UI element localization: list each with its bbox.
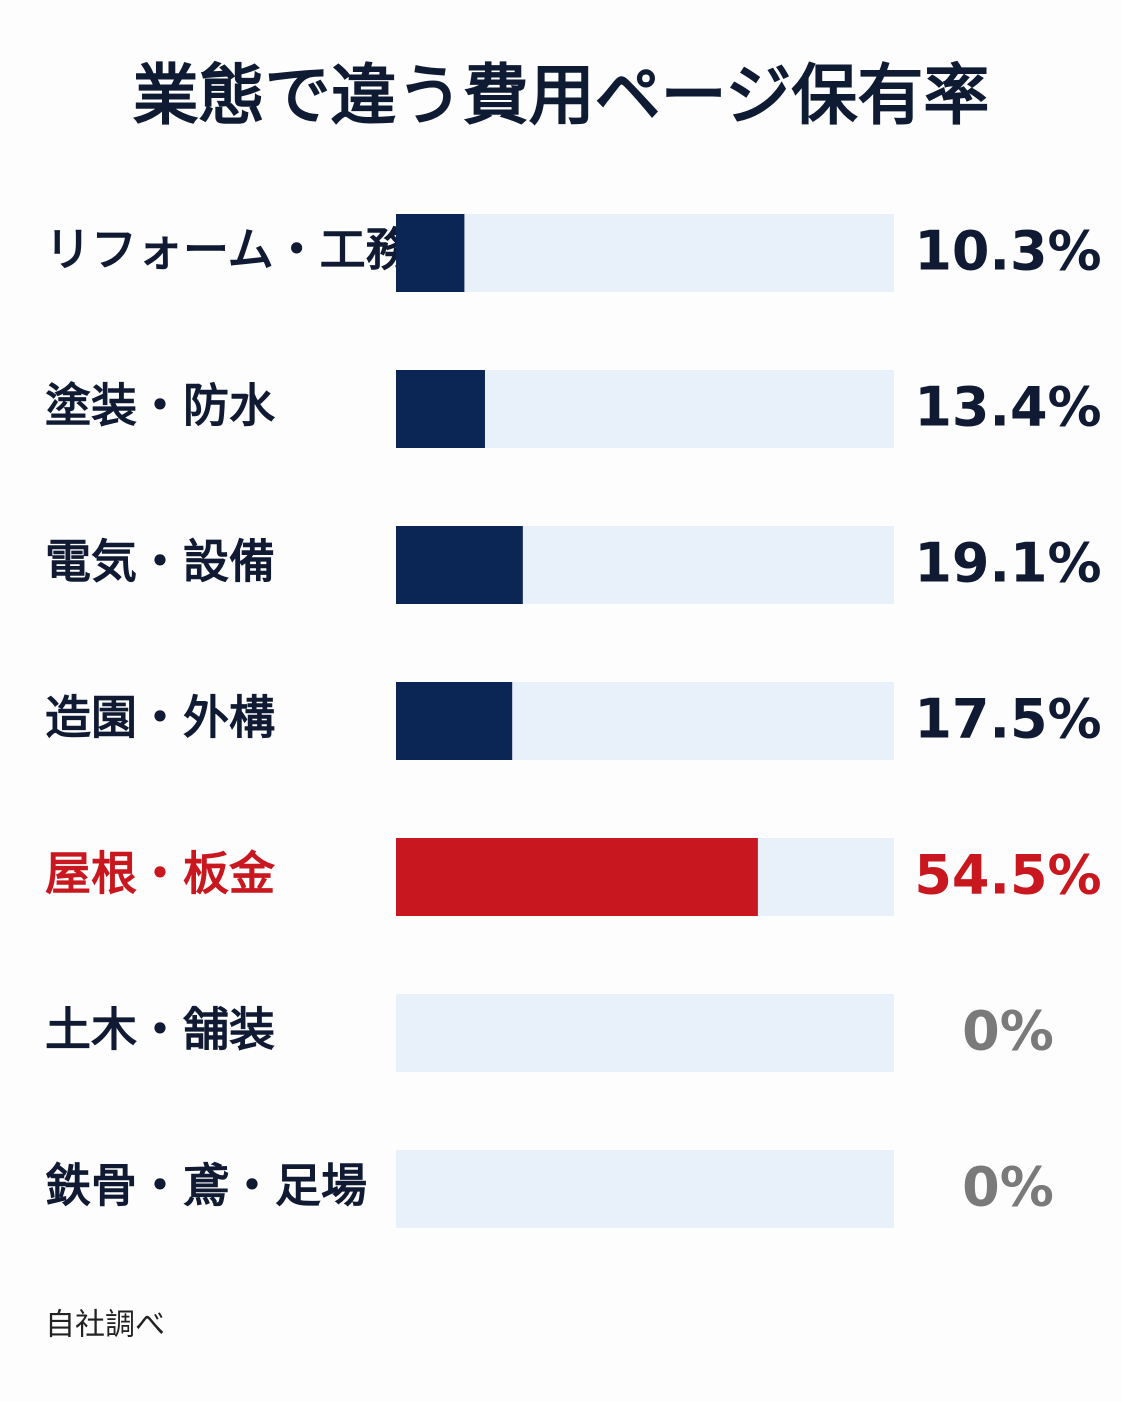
category-label: 土木・舗装 [45,1003,275,1057]
bar [396,682,513,760]
category-label: リフォーム・工務店 [45,223,458,277]
value-label: 0% [962,1000,1054,1063]
category-label: 鉄骨・鳶・足場 [45,1159,367,1213]
bar [396,838,758,916]
value-label: 17.5% [914,688,1101,751]
bar [396,214,465,292]
source-note: 自社調べ [45,1308,165,1343]
bar-track [396,1150,894,1228]
bar [396,370,485,448]
category-label: 造園・外構 [45,691,275,745]
value-label: 54.5% [914,844,1101,907]
value-label: 19.1% [914,532,1101,595]
bar [396,526,523,604]
chart-title: 業態で違う費用ページ保有率 [133,57,990,134]
category-label: 電気・設備 [45,535,275,589]
value-label: 13.4% [914,376,1101,439]
value-label: 10.3% [914,220,1101,283]
category-label: 屋根・板金 [45,847,276,901]
bar-track [396,214,894,292]
bar-track [396,994,894,1072]
value-label: 0% [962,1156,1054,1219]
category-label: 塗装・防水 [45,379,276,433]
